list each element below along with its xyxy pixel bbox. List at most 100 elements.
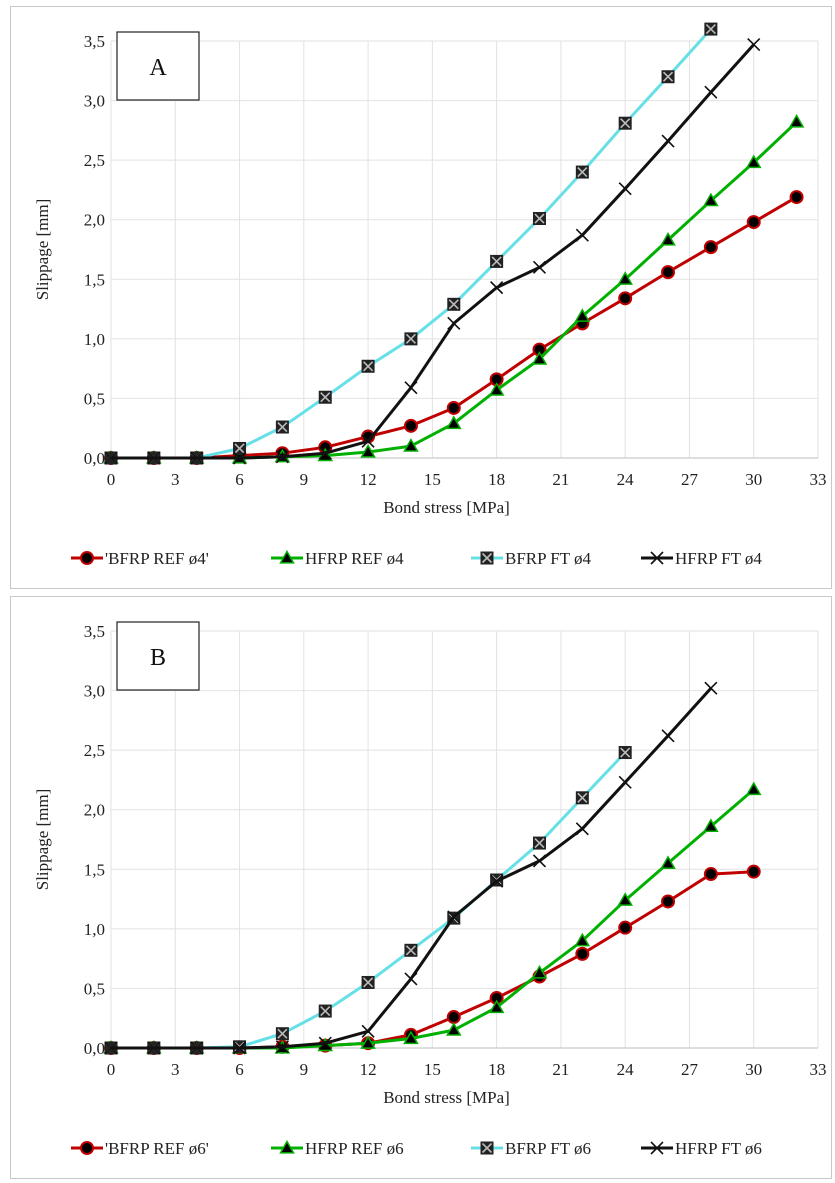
series-1-point bbox=[746, 215, 761, 230]
series-3-point bbox=[361, 975, 375, 989]
series-3-point bbox=[661, 70, 675, 84]
series-2-point bbox=[574, 932, 591, 947]
series-4-point bbox=[490, 281, 504, 295]
series-4-point bbox=[490, 874, 504, 888]
series-2-point bbox=[617, 892, 633, 906]
series-4-point bbox=[190, 1041, 204, 1055]
series-4-point bbox=[447, 316, 461, 330]
series-4-point bbox=[318, 446, 332, 460]
series-3-point bbox=[532, 212, 546, 226]
legend-marker bbox=[279, 549, 295, 564]
series-3-point bbox=[275, 420, 289, 434]
x-tick-label: 33 bbox=[810, 1060, 827, 1079]
series-4 bbox=[104, 681, 718, 1055]
y-tick-label: 3,5 bbox=[84, 32, 105, 51]
series-4-point bbox=[232, 1041, 247, 1055]
legend-label: BFRP FT ø6 bbox=[505, 1139, 591, 1158]
y-tick-label: 3,5 bbox=[84, 622, 105, 641]
y-tick-label: 0,5 bbox=[84, 979, 105, 998]
series-4-point bbox=[747, 38, 761, 52]
chart-a-svg: 0 3 6 9 12 15 18 21 24 27 30 33 0,0 0,5 1,0 1,5 2,0 2,5 3,… bbox=[33, 22, 827, 568]
y-tick-label: 1,5 bbox=[84, 270, 105, 289]
legend-marker bbox=[480, 1141, 494, 1155]
y-tick-label: 3,0 bbox=[84, 682, 105, 701]
series-3-point bbox=[318, 1004, 332, 1018]
series-3-point bbox=[575, 791, 589, 805]
series-1-point bbox=[618, 920, 633, 935]
x-tick-label: 3 bbox=[171, 470, 180, 489]
series-4-point bbox=[147, 451, 161, 465]
series-3-point bbox=[404, 332, 418, 346]
panel-label-box bbox=[116, 31, 200, 101]
x-tick-label: 12 bbox=[360, 1060, 377, 1079]
x-tick-label: 18 bbox=[488, 470, 505, 489]
series-4-point bbox=[104, 451, 118, 465]
x-tick-label: 12 bbox=[360, 470, 377, 489]
series-2-point bbox=[574, 308, 591, 322]
series-3-line bbox=[111, 28, 713, 460]
legend-item-3: BFRP FT ø4 bbox=[471, 549, 591, 568]
series-3-point bbox=[618, 116, 632, 130]
series-3-point bbox=[618, 746, 632, 760]
series-4-point bbox=[190, 451, 204, 465]
legend-label: HFRP FT ø4 bbox=[675, 549, 762, 568]
series-4-point bbox=[618, 775, 632, 789]
series-2-point bbox=[703, 192, 719, 207]
legend-marker bbox=[80, 551, 94, 565]
gridlines bbox=[110, 630, 819, 1049]
panel-label: A bbox=[149, 55, 167, 81]
series-4-point bbox=[147, 1041, 161, 1055]
x-tick-label: 21 bbox=[552, 470, 569, 489]
x-tick-label: 30 bbox=[745, 1060, 762, 1079]
series-4-point bbox=[704, 85, 718, 99]
series-1-point bbox=[703, 867, 718, 882]
series-4-line bbox=[111, 43, 755, 460]
series-1-point bbox=[446, 1010, 461, 1025]
x-tick-label: 15 bbox=[424, 470, 441, 489]
series-2-point bbox=[488, 999, 505, 1014]
legend-label: HFRP FT ø6 bbox=[675, 1139, 762, 1158]
series-3-point bbox=[532, 836, 546, 850]
series-2-point bbox=[703, 818, 719, 833]
series-4-point bbox=[275, 1040, 289, 1054]
series-2-point bbox=[445, 415, 462, 430]
legend-item-4: HFRP FT ø4 bbox=[641, 549, 762, 568]
series-4-point bbox=[575, 228, 589, 242]
series-4-point bbox=[532, 854, 547, 868]
x-tick-label: 0 bbox=[107, 1060, 116, 1079]
series-3-point bbox=[275, 1027, 289, 1041]
series-2-point bbox=[360, 444, 376, 458]
y-tick-label: 2,0 bbox=[84, 801, 105, 820]
y-tick-label: 1,5 bbox=[84, 860, 105, 879]
x-tick-label: 21 bbox=[552, 1060, 569, 1079]
x-tick-label: 27 bbox=[681, 470, 699, 489]
legend-label: HFRP REF ø4 bbox=[305, 549, 404, 568]
series-2-point bbox=[488, 382, 505, 396]
panel-label-box bbox=[116, 621, 200, 691]
x-tick-label: 0 bbox=[107, 470, 116, 489]
series-4-point bbox=[404, 381, 418, 395]
series-2-point bbox=[531, 964, 548, 979]
series-1-point bbox=[403, 418, 418, 433]
x-tick-label: 30 bbox=[745, 470, 762, 489]
series-1-point bbox=[618, 291, 633, 306]
x-tick-label: 6 bbox=[235, 1060, 244, 1079]
series-4-point bbox=[232, 451, 247, 465]
legend-marker bbox=[650, 551, 664, 565]
series-2-point bbox=[445, 1022, 462, 1036]
series-2-point bbox=[788, 114, 805, 128]
series-4-point bbox=[704, 681, 718, 695]
series-1-point bbox=[789, 190, 804, 205]
series-4-point bbox=[532, 260, 547, 274]
series-3-point bbox=[447, 297, 461, 311]
legend: 'BFRP REF ø4' HFRP REF ø4 BFRP FT ø4 HFRP F… bbox=[71, 549, 762, 568]
y-tick-label: 2,0 bbox=[84, 211, 105, 230]
x-tick-label: 9 bbox=[300, 1060, 309, 1079]
legend-marker bbox=[80, 1141, 94, 1155]
legend-item-2: HFRP REF ø4 bbox=[271, 549, 404, 568]
legend-item-3: BFRP FT ø6 bbox=[471, 1139, 591, 1158]
x-tick-label: 3 bbox=[171, 1060, 180, 1079]
y-tick-label: 3,0 bbox=[84, 92, 105, 111]
series-1-point bbox=[703, 240, 718, 255]
series-4-point bbox=[361, 434, 375, 448]
